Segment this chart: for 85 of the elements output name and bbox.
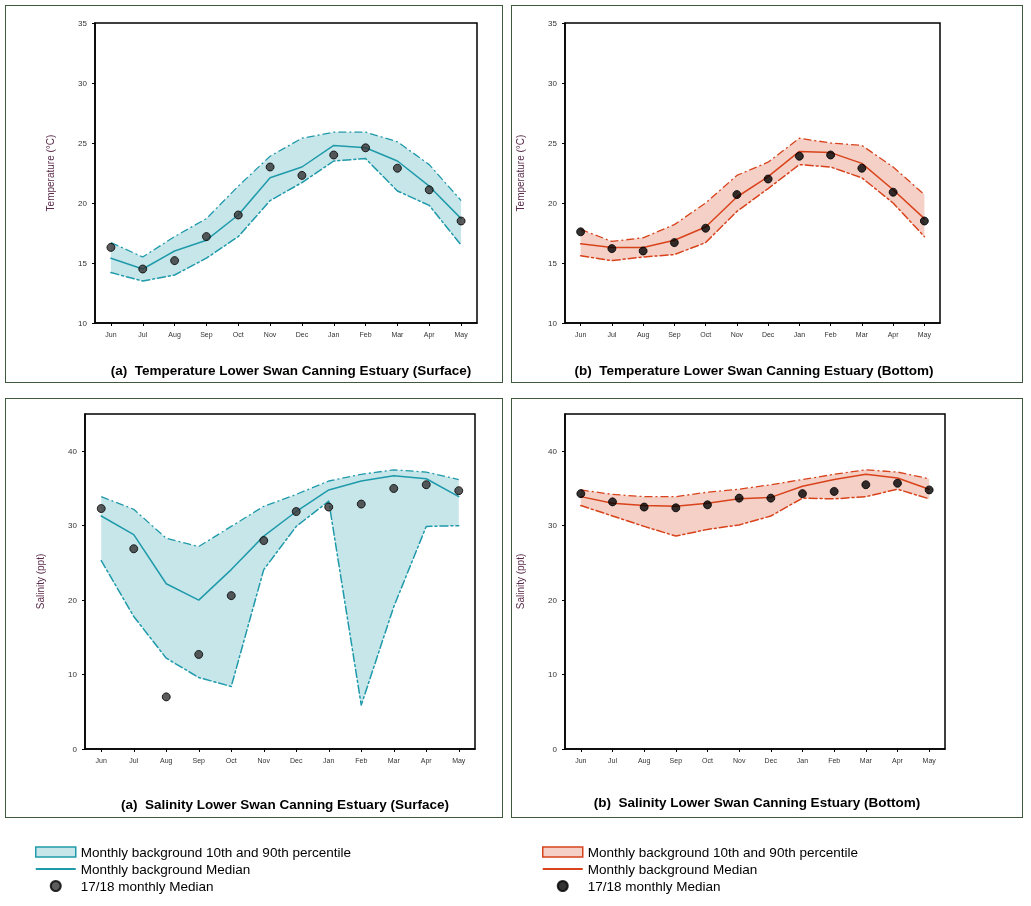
point	[766, 493, 776, 503]
y-tick-label: 40	[548, 446, 558, 456]
text: (a) Salinity Lower Swan Canning Estuary (Surface)	[121, 796, 449, 812]
y-tick-label: 20	[548, 595, 558, 605]
y-tick-label: 30	[548, 78, 558, 88]
point	[356, 499, 366, 509]
point	[732, 190, 742, 200]
point	[233, 210, 243, 220]
y-tick-label: 10	[68, 670, 78, 680]
y-tick-label: 20	[548, 198, 558, 208]
point	[826, 150, 836, 160]
point	[734, 493, 744, 503]
point	[324, 502, 334, 512]
point	[421, 480, 431, 490]
legend-label: 17/18 monthly Median	[80, 878, 214, 894]
legend-label: 17/18 monthly Median	[587, 878, 721, 894]
y-axis-title: Salinity (ppt)	[34, 553, 46, 610]
point	[638, 246, 648, 256]
point	[893, 478, 902, 488]
point	[106, 242, 116, 252]
point	[607, 244, 617, 254]
point	[291, 507, 301, 517]
point	[857, 163, 867, 173]
text: (b) Salinity Lower Swan Canning Estuary (Bottom)	[593, 794, 921, 810]
point	[161, 692, 171, 702]
point	[798, 489, 807, 499]
point	[763, 174, 773, 184]
point	[576, 227, 586, 237]
point	[703, 500, 712, 510]
point	[576, 489, 586, 499]
y-tick-label: 15	[548, 258, 558, 268]
point	[389, 483, 399, 493]
point	[96, 504, 106, 514]
point	[129, 544, 139, 554]
y-tick-label: 30	[78, 78, 88, 88]
point	[456, 216, 466, 226]
point	[329, 150, 339, 160]
point	[265, 162, 275, 172]
y-tick-label: 20	[68, 595, 78, 605]
text: (a) Temperature Lower Swan Canning Estuary (Surface)	[110, 362, 472, 378]
y-tick-label: 15	[78, 258, 88, 268]
point	[924, 485, 934, 495]
y-tick-label: 40	[68, 446, 78, 456]
point	[861, 480, 871, 490]
point	[794, 151, 804, 161]
point	[454, 486, 464, 496]
legend-label: Monthly background Median	[80, 861, 251, 877]
point	[297, 170, 307, 180]
point	[226, 591, 236, 601]
y-tick-label: 10	[78, 318, 88, 328]
y-tick-label: 35	[78, 18, 88, 28]
y-tick-label: 30	[548, 521, 558, 531]
point	[639, 502, 649, 512]
point	[424, 185, 434, 195]
legend-label: Monthly background 10th and 90th percentile	[80, 844, 351, 860]
text: (b) Temperature Lower Swan Canning Estuary (Bottom)	[574, 362, 934, 378]
y-tick-label: 30	[68, 521, 78, 531]
point	[829, 486, 839, 496]
y-tick-label: 10	[548, 318, 558, 328]
y-axis-title: Temperature (°C)	[44, 134, 56, 212]
point	[671, 503, 681, 513]
point	[259, 536, 269, 546]
y-tick-label: 35	[548, 18, 558, 28]
point	[170, 256, 180, 266]
y-tick-label: 0	[552, 744, 558, 754]
y-tick-label: 25	[78, 138, 88, 148]
legend-label: Monthly background 10th and 90th percentile	[587, 844, 858, 860]
point	[919, 216, 929, 226]
y-tick-label: 0	[72, 744, 78, 754]
legend-label: Monthly background Median	[587, 861, 758, 877]
point	[201, 232, 211, 242]
y-tick-label: 25	[548, 138, 558, 148]
y-axis-title: Salinity (ppt)	[514, 553, 526, 610]
point	[361, 143, 371, 153]
point	[392, 163, 402, 173]
y-tick-label: 20	[78, 198, 88, 208]
point	[669, 238, 679, 248]
y-axis-title: Temperature (°C)	[514, 134, 526, 212]
point	[138, 264, 148, 274]
point	[888, 187, 898, 197]
line-series	[579, 163, 926, 262]
point	[701, 223, 711, 233]
point	[608, 497, 617, 507]
y-tick-label: 10	[548, 670, 558, 680]
point	[194, 649, 204, 659]
